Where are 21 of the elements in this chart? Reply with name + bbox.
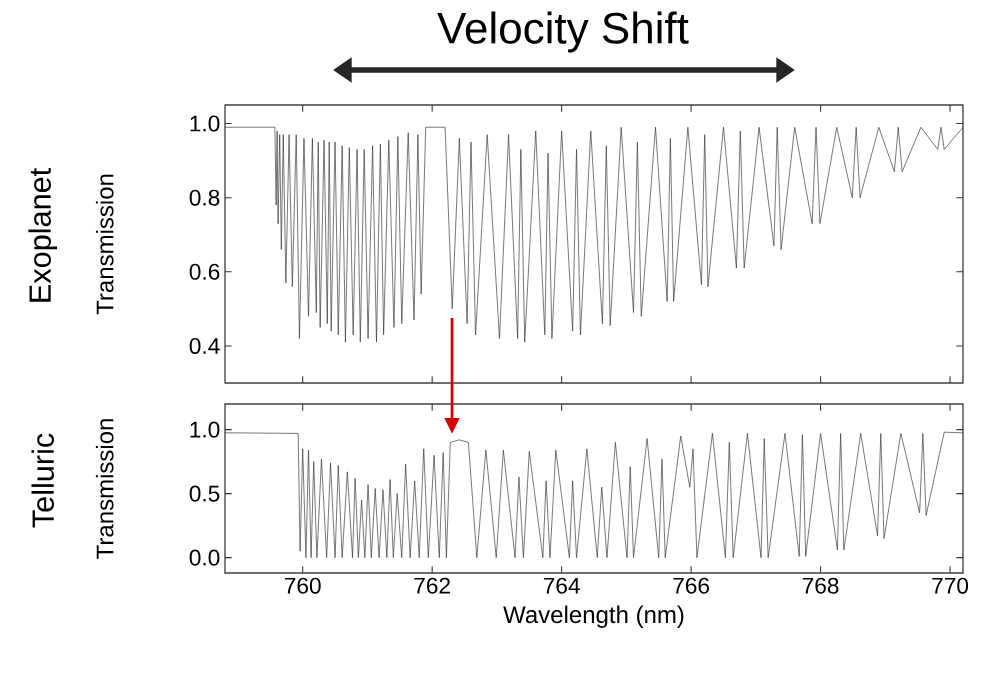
y-tick-label: 0.4 — [189, 337, 220, 354]
y-tick-label: 0.5 — [189, 485, 220, 502]
text: Velocity Shift — [437, 11, 689, 53]
y-axis-title: Transmission — [95, 174, 114, 315]
y-tick-label: 1.0 — [190, 115, 220, 132]
x-tick-label: 762 — [414, 577, 450, 594]
y-tick-label: 1.0 — [190, 421, 220, 438]
y-axis-title: Transmission — [95, 419, 114, 559]
line-series — [225, 431, 963, 558]
text: Telluric — [31, 433, 54, 528]
x-tick-label: 768 — [802, 577, 839, 594]
x-axis-title: Wavelength (nm) — [503, 605, 684, 628]
x-tick-label: 760 — [284, 577, 321, 594]
y-tick-label: 0.8 — [189, 189, 220, 206]
x-tick-label: 764 — [543, 577, 580, 594]
y-tick-label: 0.0 — [189, 549, 220, 566]
y-tick-label: 0.6 — [189, 263, 220, 280]
line-series — [225, 126, 963, 343]
text: Exoplanet — [28, 168, 58, 302]
x-tick-label: 766 — [673, 577, 710, 594]
x-tick-label: 770 — [932, 577, 969, 594]
